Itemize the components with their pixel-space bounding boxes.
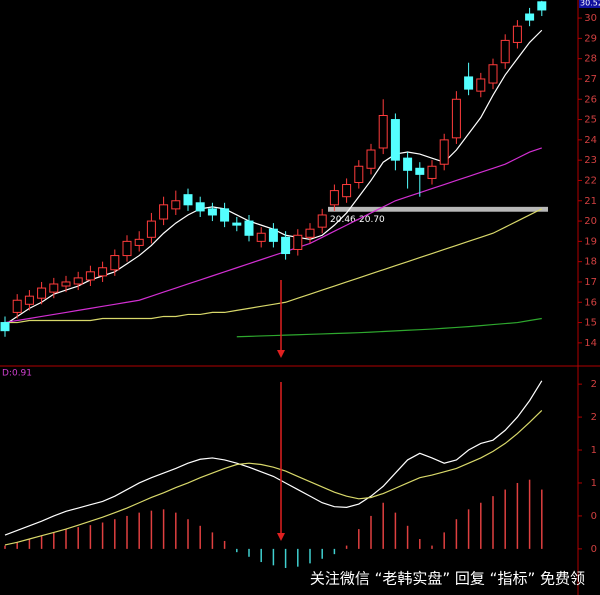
indicator-line: [4, 410, 543, 546]
y-tick-label: 30: [584, 13, 597, 24]
y-tick-label: 0: [591, 544, 597, 555]
candle-body: [512, 25, 522, 43]
y-tick-label: 23: [584, 155, 597, 166]
indicator-line: [4, 380, 543, 536]
y-tick-label: 29: [584, 33, 597, 44]
candle-body: [195, 202, 205, 212]
candle-body: [390, 119, 400, 161]
price-band: [328, 206, 548, 212]
candle-body: [378, 115, 388, 149]
y-tick-label: 20: [584, 216, 597, 227]
y-tick-label: 15: [584, 318, 597, 329]
candle-body: [342, 184, 352, 198]
candle-body: [220, 208, 230, 222]
indicator-line: [4, 147, 542, 324]
candle-body: [427, 165, 437, 179]
candle-body: [464, 76, 474, 90]
y-tick-label: 2: [591, 379, 597, 390]
candle-body: [256, 232, 266, 242]
arrow-head: [277, 533, 285, 541]
candle-body: [525, 13, 535, 21]
candle-body: [122, 240, 132, 257]
candle-body: [244, 220, 254, 236]
candle-body: [500, 39, 510, 64]
y-tick-label: 21: [584, 196, 597, 207]
candle-body: [85, 271, 95, 281]
y-tick-label: 28: [584, 54, 597, 65]
candle-body: [98, 267, 108, 277]
indicator-label: D:0.91: [2, 369, 32, 379]
candle-body: [171, 200, 181, 210]
watermark: 关注微信 “老韩实盘” 回复 “指标” 免费领: [310, 570, 585, 588]
candle-body: [354, 165, 364, 183]
candle-body: [305, 228, 315, 238]
candle-body: [293, 234, 303, 250]
candle-body: [183, 194, 193, 206]
candle-body: [0, 322, 10, 332]
y-tick-label: 18: [584, 257, 597, 268]
candle-body: [134, 238, 144, 246]
arrow-head: [277, 350, 285, 358]
y-tick-label: 24: [584, 135, 597, 146]
candle-body: [403, 157, 413, 171]
candle-body: [281, 236, 291, 255]
y-tick-label: 25: [584, 115, 597, 126]
indicator-line: [236, 317, 542, 338]
current-price: 30.52: [580, 0, 600, 8]
candle-body: [451, 98, 461, 139]
candle-body: [24, 295, 34, 305]
y-tick-label: 19: [584, 236, 597, 247]
y-tick-label: 22: [584, 175, 597, 186]
candle-body: [37, 287, 47, 299]
candle-body: [415, 167, 425, 175]
candle-body: [146, 220, 156, 238]
candle-body: [61, 281, 71, 287]
candle-body: [73, 277, 83, 285]
price-tag: [579, 0, 600, 8]
candle-body: [317, 214, 327, 228]
candle-body: [537, 1, 547, 11]
candle-body: [49, 283, 59, 293]
y-tick-label: 0: [591, 511, 597, 522]
candle-body: [488, 64, 498, 84]
y-tick-label: 1: [591, 445, 597, 456]
candle-body: [159, 204, 169, 220]
y-tick-label: 1: [591, 478, 597, 489]
y-tick-label: 27: [584, 74, 597, 85]
candle-body: [476, 78, 486, 92]
candle-body: [329, 190, 339, 206]
y-tick-label: 2: [591, 412, 597, 423]
y-tick-label: 26: [584, 94, 597, 105]
indicator-line: [4, 29, 543, 326]
candle-body: [232, 222, 242, 226]
candle-body: [366, 149, 376, 169]
candle-body: [439, 139, 449, 165]
candle-body: [268, 228, 278, 242]
y-tick-label: 14: [584, 338, 597, 349]
candle-body: [110, 255, 120, 271]
y-tick-label: 17: [584, 277, 597, 288]
candle-body: [207, 208, 217, 216]
candle-body: [12, 299, 22, 313]
indicator-line: [5, 208, 543, 324]
y-tick-label: 16: [584, 297, 597, 308]
